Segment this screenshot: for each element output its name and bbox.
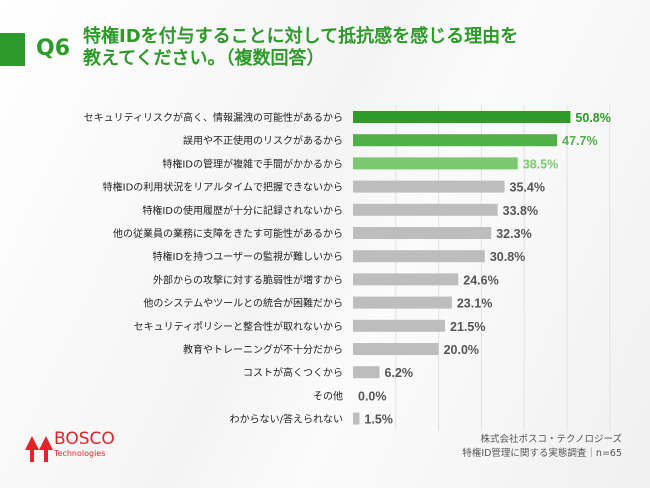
bar (353, 227, 492, 239)
category-label: 特権IDを持つユーザーの監視が難しいから (153, 250, 343, 263)
category-label: 特権IDの利用状況をリアルタイムで把握できないから (103, 181, 343, 194)
bar (353, 343, 439, 355)
category-label: 特権IDの管理が複雑で手間がかかるから (162, 157, 343, 170)
value-label: 0.0% (358, 389, 387, 403)
bar (353, 366, 380, 379)
value-label: 33.8% (503, 204, 538, 218)
category-label: その他 (313, 389, 343, 402)
category-label: セキュリティポリシーと整合性が取れないから (134, 320, 343, 333)
category-label: セキュリティリスクが高く、情報漏洩の可能性があるから (84, 111, 343, 124)
value-label: 20.0% (444, 343, 479, 357)
category-label: わからない/答えられない (230, 413, 343, 426)
category-label: 特権IDの使用履歴が十分に記録されないから (142, 204, 343, 217)
value-label: 32.3% (496, 227, 531, 241)
value-label: 30.8% (490, 250, 525, 264)
credit: 株式会社ボスコ・テクノロジーズ 特権ID管理に関する実態調査｜n=65 (462, 433, 622, 461)
value-label: 24.6% (463, 273, 498, 287)
credit-company: 株式会社ボスコ・テクノロジーズ (480, 434, 622, 445)
logo-sub: Technologies (54, 449, 106, 458)
bar (353, 111, 571, 123)
bar (353, 134, 558, 147)
bar (353, 203, 498, 216)
category-label: 誤用や不正使用のリスクがあるから (183, 134, 343, 147)
bar (353, 319, 446, 332)
bar (353, 157, 518, 170)
value-label: 35.4% (510, 181, 545, 195)
bar (353, 296, 452, 309)
bar (353, 412, 360, 425)
category-label: 他の従業員の業務に支障をきたす可能性があるから (113, 227, 343, 240)
chart-title: 特権IDを付与することに対して抵抗感を感じる理由を 教えてください。（複数回答） (83, 26, 603, 70)
value-label: 50.8% (575, 111, 610, 125)
bar (353, 180, 505, 193)
logo-name: BOSCO (54, 429, 115, 449)
category-label: コストが高くつくから (243, 366, 343, 379)
value-label: 38.5% (523, 157, 558, 171)
value-label: 23.1% (457, 297, 492, 311)
title-line-1: 特権IDを付与することに対して抵抗感を感じる理由を (83, 26, 519, 47)
bar (353, 273, 459, 286)
title-line-2: 教えてください。（複数回答） (83, 48, 325, 69)
question-number: Q6 (36, 36, 71, 61)
bosco-logo-icon (25, 436, 53, 462)
value-label: 21.5% (450, 320, 485, 334)
credit-survey: 特権ID管理に関する実態調査｜n=65 (462, 448, 622, 459)
value-label: 1.5% (364, 413, 393, 427)
question-marker (0, 33, 25, 66)
category-label: 他のシステムやツールとの統合が困難だから (143, 297, 343, 310)
category-label: 教育やトレーニングが不十分だから (183, 343, 343, 356)
value-label: 6.2% (385, 366, 414, 380)
category-label: 外部からの攻撃に対する脆弱性が増すから (153, 273, 343, 286)
bar (353, 250, 485, 263)
value-label: 47.7% (562, 134, 597, 148)
